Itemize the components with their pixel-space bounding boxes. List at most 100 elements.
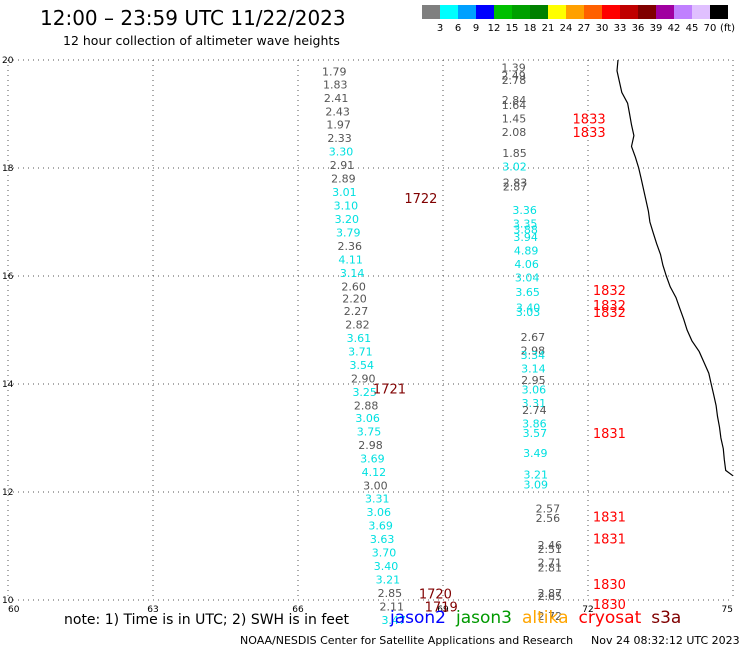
color-scale-label: 9 [472, 23, 480, 34]
color-swatch [476, 5, 494, 19]
wave-height-value: 4.06 [514, 258, 539, 271]
generated-timestamp: Nov 24 08:32:12 UTC 2023 [591, 634, 740, 647]
wave-height-value: 2.33 [327, 132, 352, 145]
pass-time-label: 1831 [593, 532, 626, 547]
wave-height-value: 3.09 [524, 478, 549, 491]
color-scale-label: 18 [523, 23, 537, 34]
wave-height-value: 3.47 [381, 614, 406, 627]
wave-height-value: 2.41 [324, 92, 349, 105]
wave-height-value: 2.27 [344, 305, 369, 318]
pass-time-label: 1832 [593, 299, 626, 314]
y-tick-label: 16 [2, 272, 14, 282]
color-scale-label: 42 [667, 23, 681, 34]
wave-height-value: 3.02 [502, 160, 527, 173]
pass-time-label: 1830 [593, 578, 626, 593]
color-scale-label: 6 [454, 23, 462, 34]
wave-height-value: 2.08 [502, 126, 527, 139]
x-tick-label: 63 [147, 605, 158, 615]
satellite-legend-item: jason3 [456, 608, 512, 628]
wave-height-value: 4.11 [338, 253, 363, 266]
wave-height-value: 1.64 [502, 99, 527, 112]
x-tick-label: 72 [582, 605, 593, 615]
pass-time-label: 1831 [593, 510, 626, 525]
wave-height-value: 2.84 [502, 94, 527, 107]
satellite-legend-item: jason2 [390, 608, 446, 628]
x-tick-label: 75 [722, 605, 733, 615]
color-scale-label: 21 [541, 23, 555, 34]
wave-height-value: 3.31 [365, 492, 390, 505]
y-tick-label: 20 [2, 56, 14, 66]
color-swatch [494, 5, 512, 19]
pass-time-label: 1831 [593, 427, 626, 442]
color-swatch [530, 5, 548, 19]
wave-height-value: 3.79 [336, 226, 361, 239]
wave-height-value: 1.39 [501, 62, 526, 75]
pass-time-label: 1833 [573, 112, 606, 127]
wave-height-value: 3.69 [360, 453, 385, 466]
wave-height-value: 3.25 [352, 386, 377, 399]
wave-height-value: 2.11 [380, 600, 405, 613]
wave-height-value: 3.06 [522, 383, 547, 396]
chart-subtitle: 12 hour collection of altimeter wave hei… [63, 33, 340, 48]
wave-height-value: 3.34 [521, 349, 546, 362]
color-scale-label: 36 [631, 23, 645, 34]
wave-height-value: 3.01 [332, 186, 357, 199]
wave-height-value: 3.31 [522, 397, 547, 410]
pass-time-label: 1832 [593, 306, 626, 321]
wave-height-value: 2.78 [502, 74, 527, 87]
color-swatch [620, 5, 638, 19]
wave-height-value: 2.67 [521, 331, 546, 344]
color-swatch [566, 5, 584, 19]
wave-height-value: 2.71 [538, 557, 563, 570]
wave-height-value: 2.56 [536, 512, 561, 525]
satellite-legend-item: s3a [651, 608, 682, 628]
color-swatch [458, 5, 476, 19]
color-scale-label: 24 [559, 23, 573, 34]
wave-height-value: 2.57 [536, 503, 561, 516]
wave-height-value: 2.46 [538, 539, 563, 552]
color-scale-label: 33 [613, 23, 627, 34]
wave-height-value: 3.21 [524, 469, 549, 482]
y-tick-label: 18 [2, 164, 14, 174]
pass-time-label: 1722 [404, 192, 437, 207]
pass-time-label: 1833 [573, 126, 606, 141]
pass-time-label: 1721 [373, 382, 406, 397]
color-swatch [548, 5, 566, 19]
wave-height-value: 2.72 [538, 610, 563, 623]
wave-height-value: 3.40 [374, 560, 399, 573]
wave-height-value: 1.83 [323, 78, 348, 91]
wave-height-value: 2.98 [358, 439, 383, 452]
color-swatch [656, 5, 674, 19]
wave-height-value: 2.90 [351, 373, 376, 386]
wave-height-value: 2.91 [330, 159, 355, 172]
wave-height-value: 2.87 [503, 180, 528, 193]
wave-height-value: 3.75 [357, 426, 382, 439]
wave-height-value: 3.54 [350, 359, 375, 372]
credit-line: NOAA/NESDIS Center for Satellite Applica… [240, 634, 574, 647]
wave-height-value: 2.82 [345, 319, 370, 332]
coastline [616, 59, 734, 477]
color-swatch [512, 5, 530, 19]
wave-height-value: 3.14 [521, 362, 546, 375]
wave-height-value: 4.12 [362, 466, 387, 479]
y-tick-label: 10 [2, 596, 14, 606]
y-tick-label: 12 [2, 488, 13, 498]
wave-height-value: 2.36 [337, 240, 362, 253]
color-scale-label: 12 [487, 23, 501, 34]
pass-time-label: 1830 [593, 598, 626, 613]
x-tick-label: 60 [8, 605, 20, 615]
color-swatch [692, 5, 710, 19]
color-swatch [710, 5, 728, 19]
wave-height-value: 3.40 [516, 301, 541, 314]
coastline-path [616, 59, 734, 477]
wave-height-value: 2.98 [521, 345, 546, 358]
wave-height-value: 2.74 [522, 404, 547, 417]
wave-height-value: 2.88 [354, 400, 379, 413]
wave-height-value: 3.63 [370, 533, 395, 546]
wave-height-value: 3.21 [376, 573, 401, 586]
wave-height-value: 2.49 [501, 70, 526, 83]
color-scale-label: 27 [577, 23, 591, 34]
wave-height-value: 3.57 [523, 427, 548, 440]
wave-height-value: 2.81 [538, 562, 563, 575]
wave-height-value: 3.94 [513, 231, 538, 244]
